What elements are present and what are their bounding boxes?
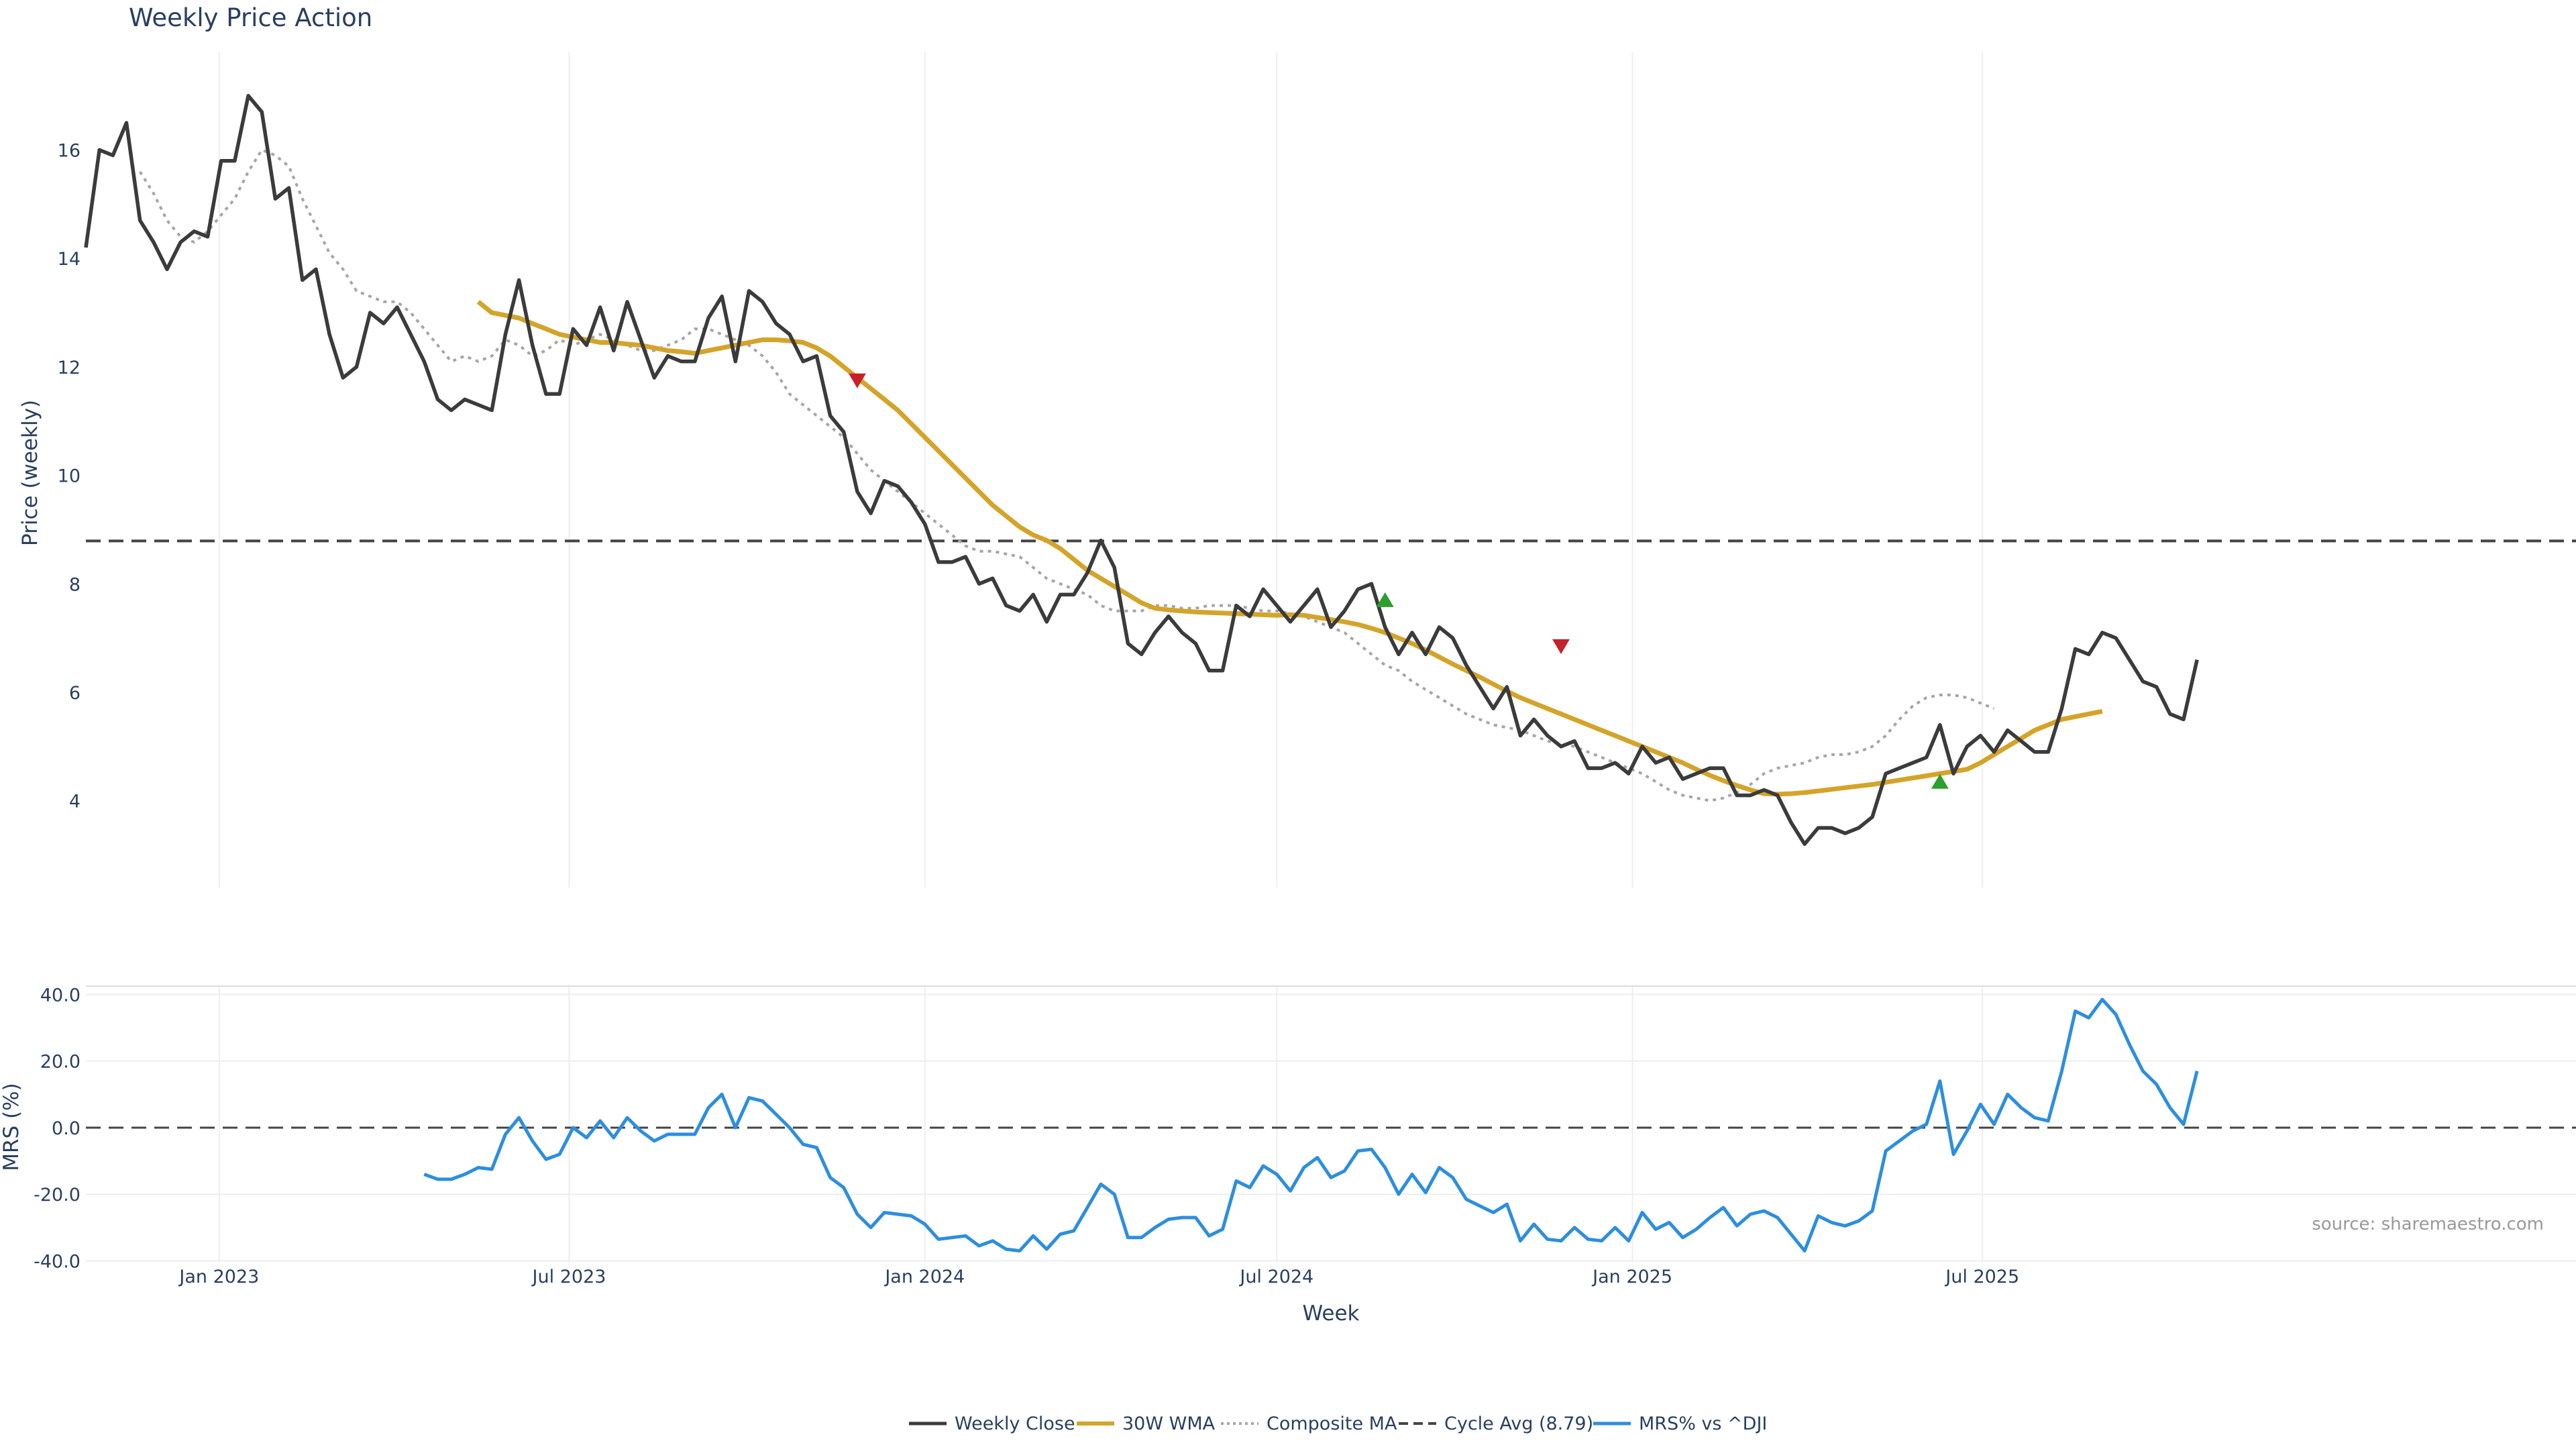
- legend-label: MRS% vs ^DJI: [1639, 1413, 1767, 1434]
- price-y-tick-label: 12: [58, 358, 80, 378]
- mrs-y-axis-title: MRS (%): [0, 1083, 23, 1171]
- chart-title: Weekly Price Action: [129, 3, 372, 32]
- mrs-line: [423, 998, 2199, 1253]
- price-y-tick-label: 6: [69, 683, 80, 704]
- legend-label: 30W WMA: [1122, 1413, 1216, 1434]
- price-y-axis: 4 6 8 10 12 14 16: [58, 141, 80, 812]
- legend-label: Composite MA: [1267, 1413, 1397, 1434]
- mrs-y-tick-label: 0.0: [52, 1118, 80, 1139]
- mrs-y-tick-label: -20.0: [34, 1185, 80, 1205]
- sell-signal-marker: [1552, 639, 1570, 654]
- mrs-y-tick-label: 20.0: [40, 1052, 80, 1073]
- legend: Weekly Close 30W WMA Composite MA Cycle Avg…: [909, 1413, 1767, 1434]
- wma-30w-line: [476, 300, 2103, 797]
- legend-label: Weekly Close: [955, 1413, 1075, 1434]
- x-tick-label: Jul 2023: [531, 1267, 606, 1287]
- buy-signal-marker: [1376, 592, 1394, 607]
- price-y-axis-title: Price (weekly): [18, 400, 42, 546]
- composite-ma-line: [139, 148, 1995, 802]
- x-tick-label: Jan 2024: [883, 1267, 965, 1287]
- x-tick-label: Jul 2025: [1944, 1267, 2019, 1287]
- price-y-tick-label: 8: [69, 574, 80, 595]
- mrs-y-tick-label: -40.0: [34, 1252, 80, 1273]
- price-plot-area: [84, 93, 2576, 847]
- x-axis: Jan 2023 Jul 2023 Jan 2024 Jul 2024 Jan 2025…: [178, 1267, 2019, 1287]
- price-y-tick-label: 16: [58, 141, 80, 162]
- source-annotation: source: sharemaestro.com: [2312, 1214, 2544, 1234]
- mrs-plot-area: [86, 998, 2576, 1253]
- legend-label: Cycle Avg (8.79): [1444, 1413, 1593, 1434]
- sell-signal-marker: [848, 373, 866, 388]
- price-y-tick-label: 4: [69, 792, 80, 812]
- price-y-tick-label: 14: [58, 249, 80, 270]
- x-tick-label: Jan 2025: [1591, 1267, 1672, 1287]
- buy-signal-marker: [1931, 773, 1949, 789]
- vertical-gridlines: [218, 52, 1984, 1263]
- x-tick-label: Jan 2023: [178, 1267, 259, 1287]
- price-y-tick-label: 10: [58, 466, 80, 487]
- mrs-y-axis: 40.0 20.0 0.0 -20.0 -40.0: [34, 985, 2576, 1273]
- x-axis-title: Week: [1303, 1301, 1360, 1326]
- weekly-close-line: [84, 93, 2199, 847]
- mrs-y-tick-label: 40.0: [40, 985, 80, 1006]
- x-tick-label: Jul 2024: [1238, 1267, 1313, 1287]
